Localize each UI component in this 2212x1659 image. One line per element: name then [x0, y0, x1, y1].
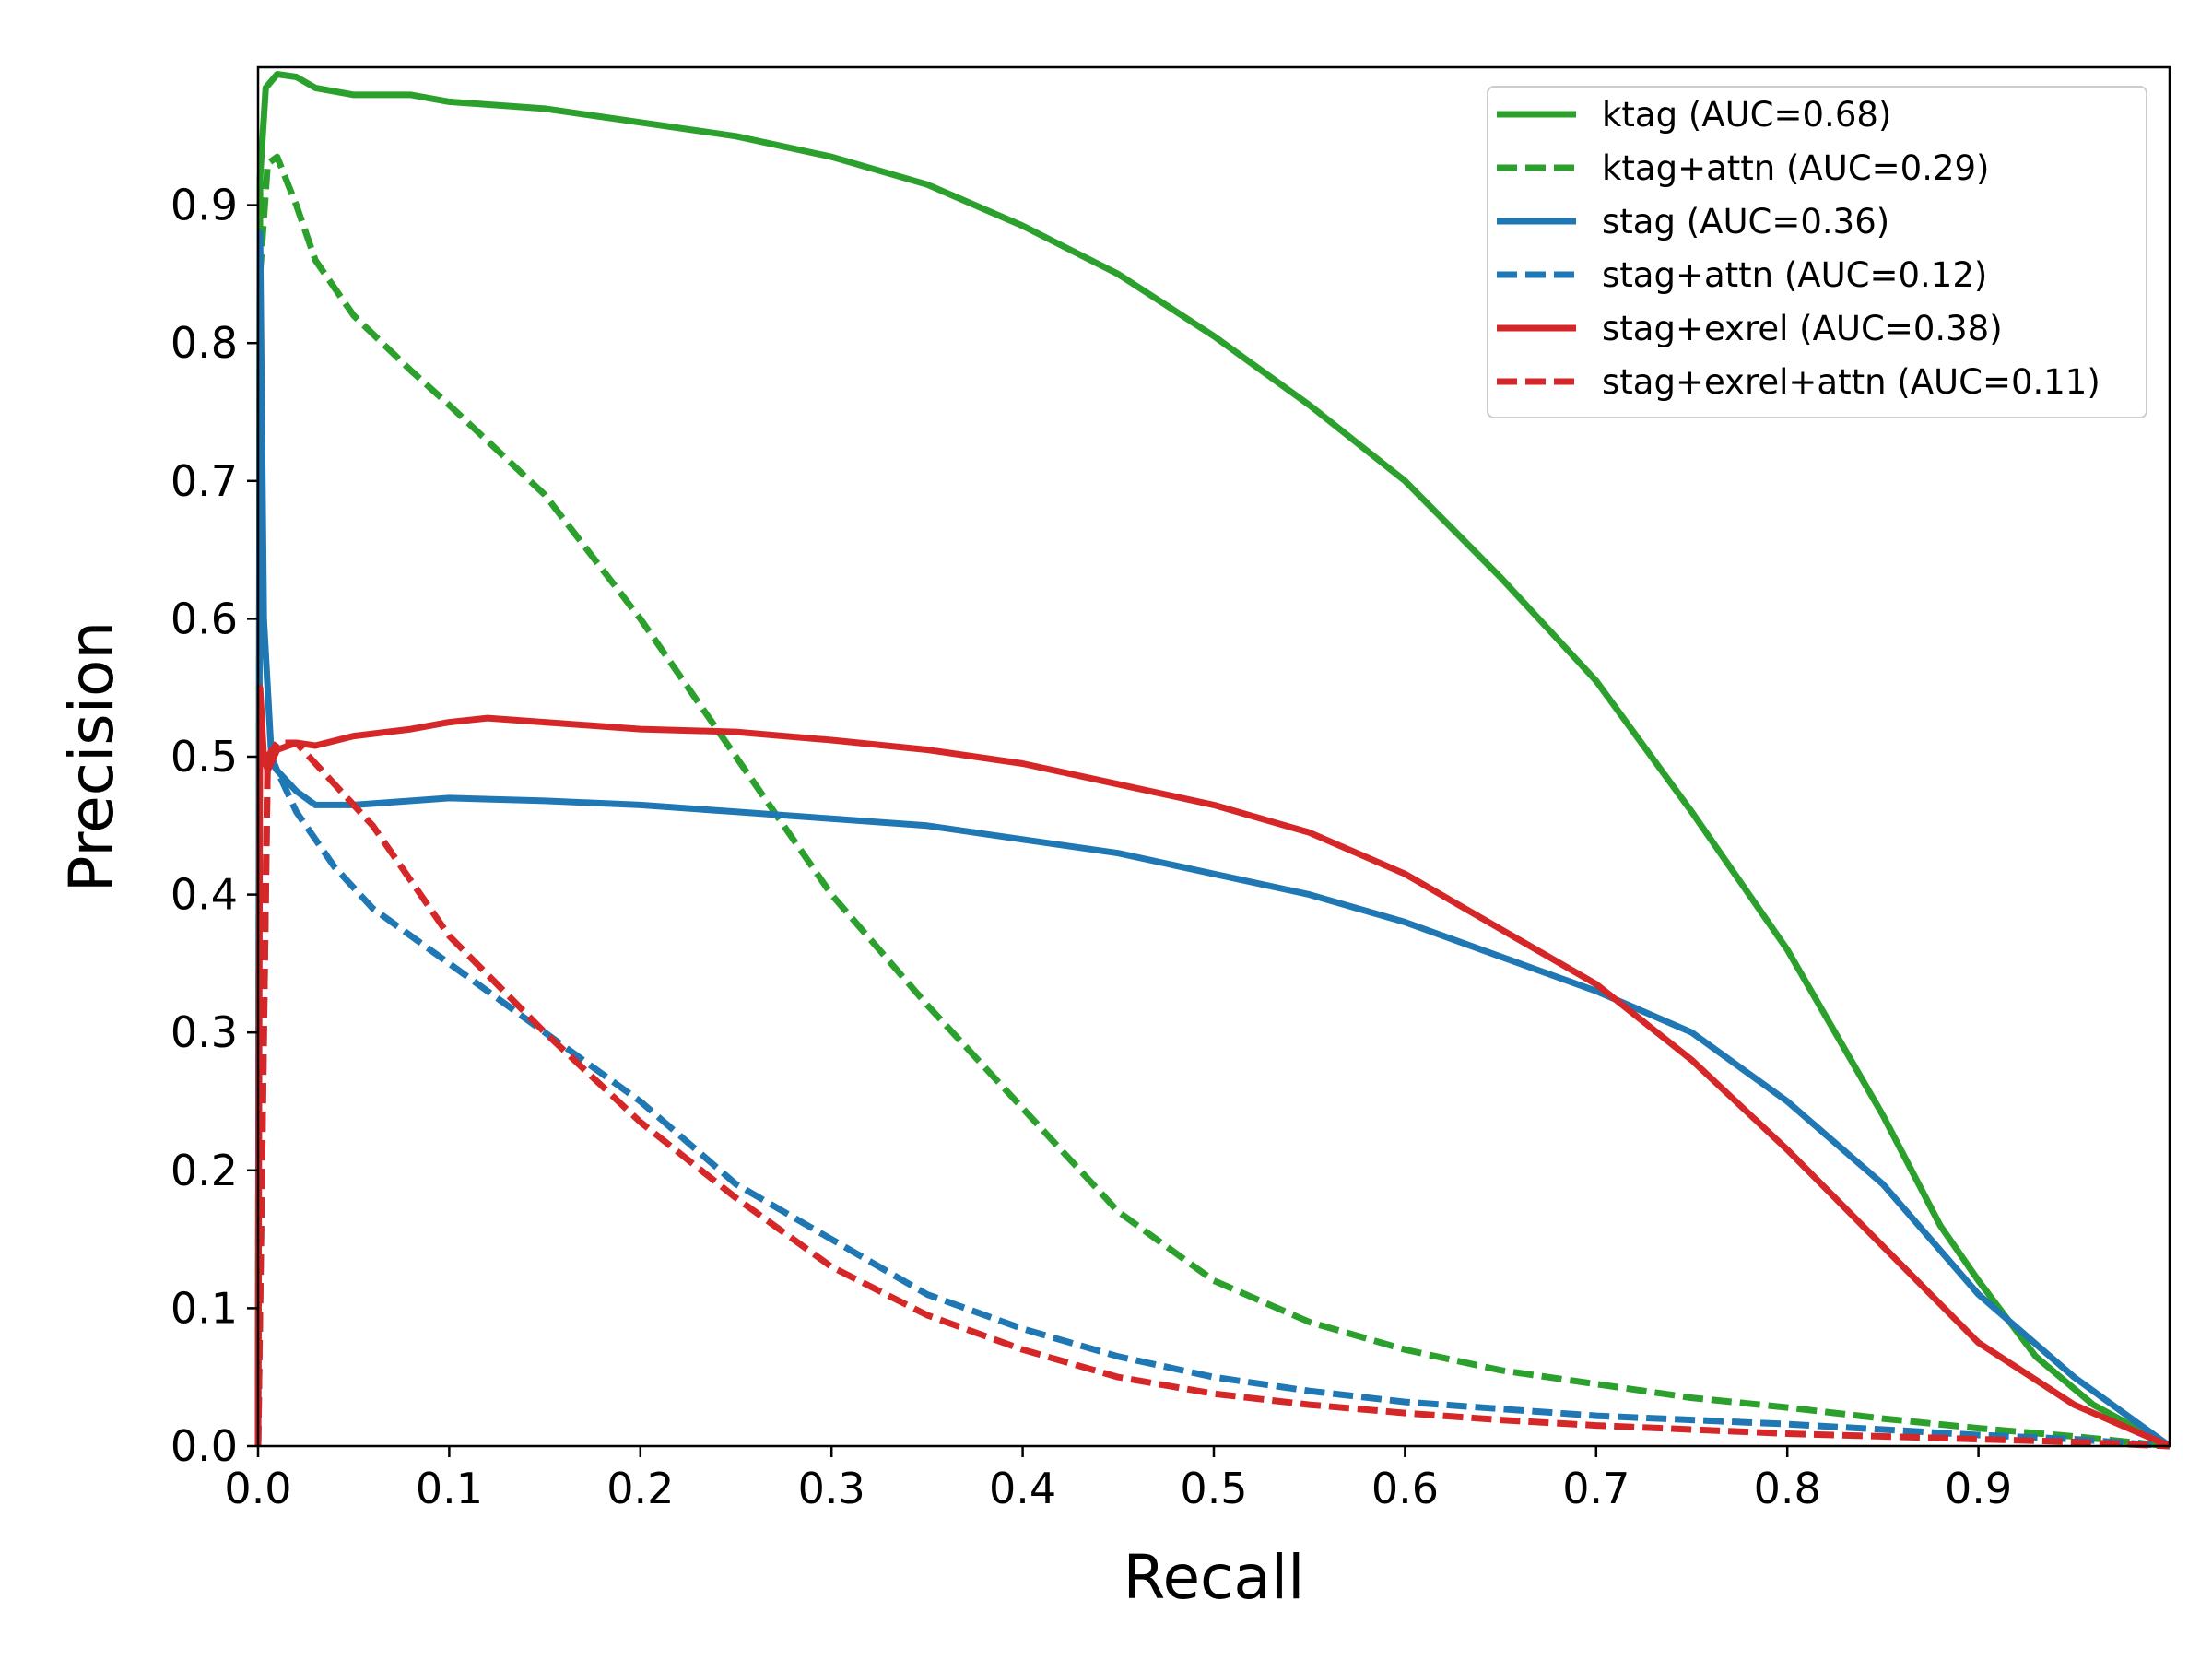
- y-tick-label: 0.3: [171, 1007, 238, 1057]
- x-tick-label: 0.5: [1180, 1464, 1247, 1513]
- series-line-2: [254, 229, 2172, 1449]
- series-line-5: [254, 739, 2171, 1450]
- y-tick-label: 0.2: [171, 1146, 238, 1195]
- legend-label-4: stag+exrel (AUC=0.38): [1602, 309, 2003, 348]
- series-layer: [254, 71, 2172, 1450]
- legend-label-5: stag+exrel+attn (AUC=0.11): [1602, 362, 2100, 402]
- x-tick-label: 0.9: [1945, 1464, 2012, 1513]
- x-tick-label: 0.8: [1754, 1464, 1821, 1513]
- x-axis-title: Recall: [1124, 1542, 1305, 1613]
- y-tick-label: 0.6: [171, 594, 238, 643]
- legend-label-1: ktag+attn (AUC=0.29): [1602, 148, 1989, 188]
- x-tick-label: 0.7: [1562, 1464, 1630, 1513]
- legend-box: [1487, 86, 2147, 418]
- legend-label-2: stag (AUC=0.36): [1602, 202, 1889, 241]
- y-axis-ticks: 0.0 0.1 0.2 0.3 0.4 0.5 0.6 0.7 0.8 0.9: [171, 181, 258, 1471]
- y-tick-label: 0.5: [171, 732, 238, 782]
- x-tick-label: 0.0: [224, 1464, 291, 1513]
- series-line-0: [254, 71, 2171, 1450]
- x-tick-label: 0.2: [606, 1464, 674, 1513]
- y-tick-label: 0.9: [171, 181, 238, 230]
- series-line-1: [254, 153, 2171, 1450]
- y-tick-label: 0.8: [171, 318, 238, 368]
- y-axis-title: Precision: [56, 621, 127, 893]
- legend-label-0: ktag (AUC=0.68): [1602, 95, 1891, 135]
- x-tick-label: 0.3: [798, 1464, 865, 1513]
- x-axis-ticks: 0.0 0.1 0.2 0.3 0.4 0.5 0.6 0.7 0.8 0.9: [224, 1446, 2012, 1513]
- y-tick-label: 0.0: [171, 1421, 238, 1471]
- x-tick-label: 0.1: [416, 1464, 483, 1513]
- y-tick-label: 0.1: [171, 1283, 238, 1333]
- x-tick-label: 0.4: [989, 1464, 1056, 1513]
- y-tick-label: 0.4: [171, 870, 238, 920]
- series-line-3: [254, 753, 2171, 1450]
- x-tick-label: 0.6: [1371, 1464, 1439, 1513]
- legend: ktag (AUC=0.68) ktag+attn (AUC=0.29) stag …: [1487, 86, 2147, 418]
- y-tick-label: 0.7: [171, 456, 238, 506]
- legend-label-3: stag+attn (AUC=0.12): [1602, 255, 1987, 295]
